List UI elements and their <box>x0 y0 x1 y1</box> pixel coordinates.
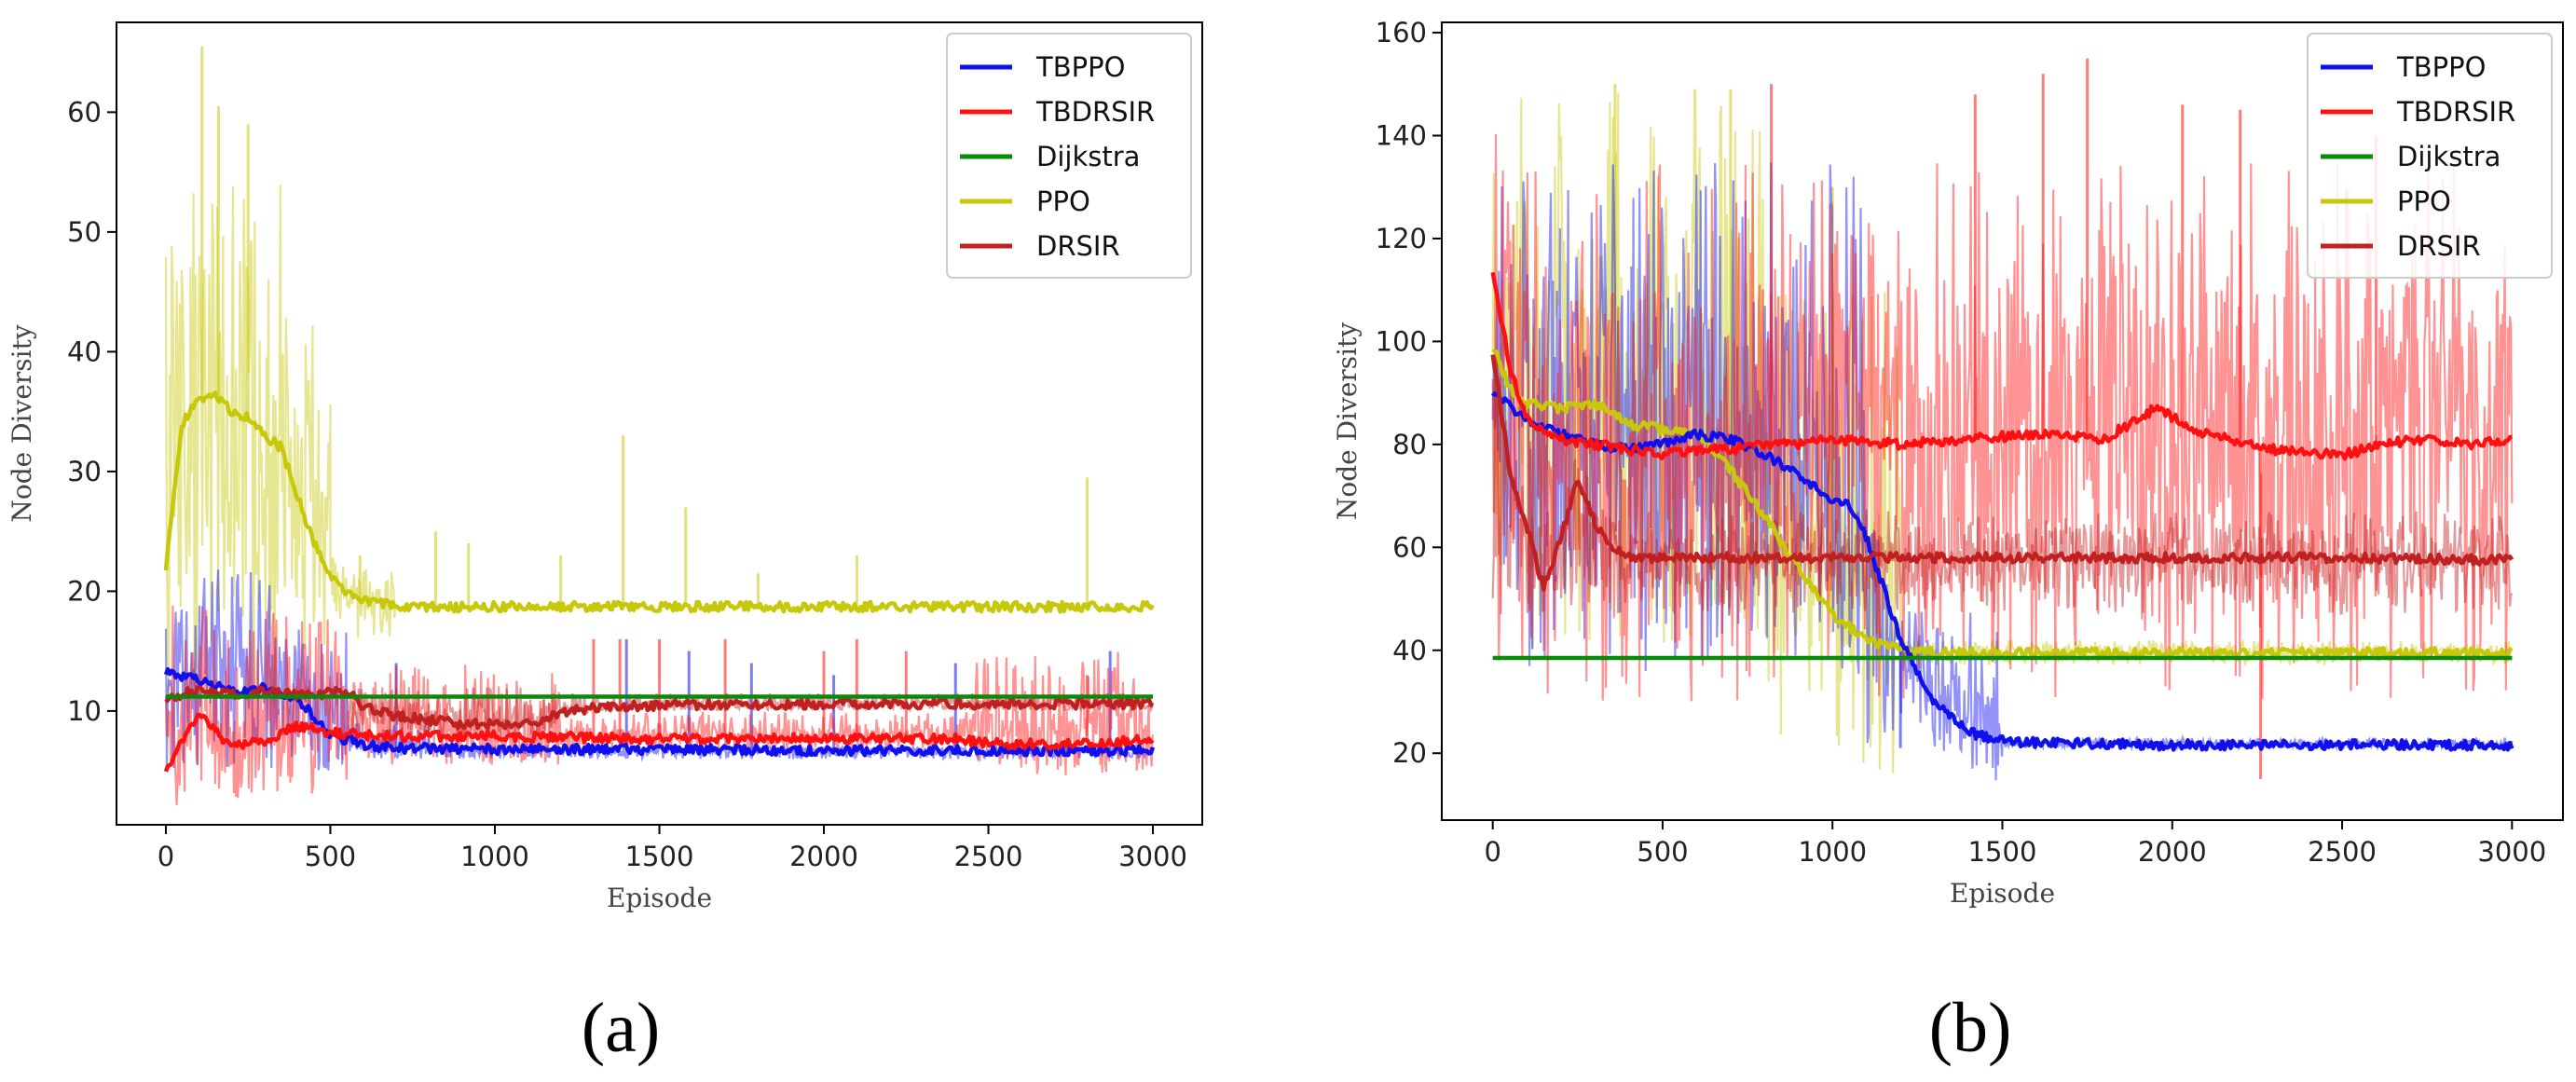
chart-b-xtick-label: 2000 <box>2138 836 2207 868</box>
chart-a-xtick-label: 500 <box>305 841 356 872</box>
chart-panel-a: 0 500 1000 1500 2000 2500 3000 10 20 30 40 50 60 Epis… <box>7 21 1203 1067</box>
chart-b-xtick-label: 0 <box>1484 836 1500 868</box>
chart-b-line-tbdrsir <box>1490 271 2513 461</box>
chart-a-xtick-label: 2000 <box>789 841 858 872</box>
chart-b-ylabel: Node Diversity <box>1332 322 1363 521</box>
chart-b-legend-label-tbdrsir: TBDRSIR <box>2396 96 2515 128</box>
chart-b-legend-box <box>2307 33 2553 279</box>
chart-a-xtick-label: 1500 <box>625 841 694 872</box>
chart-b-svg: 0 500 1000 1500 2000 2500 3000 20 40 60 80 100 120 14… <box>1332 17 2564 909</box>
chart-b-line-tbppo <box>1490 390 2514 752</box>
chart-a-line-tbdrsir <box>163 712 1155 773</box>
chart-a-xtick-label: 1000 <box>460 841 529 872</box>
chart-b-legend: TBPPO TBDRSIR Dijkstra PPO DRSIR <box>2307 33 2553 279</box>
chart-a-line-tbppo <box>163 666 1156 758</box>
chart-a-caption: (a) <box>581 989 661 1067</box>
chart-a-xlabel: Episode <box>607 883 712 913</box>
chart-a-ytick-label: 50 <box>67 216 102 248</box>
chart-b-ytick-label: 160 <box>1376 17 1427 48</box>
chart-a-legend-box <box>946 33 1192 279</box>
chart-b-ytick-label: 20 <box>1392 737 1427 769</box>
chart-b-xtick-label: 500 <box>1637 836 1688 868</box>
chart-b-ytick-label: 140 <box>1376 119 1427 151</box>
chart-a-xtick-label: 0 <box>158 841 174 872</box>
chart-a-line-ppo <box>163 390 1155 614</box>
chart-b-ytick-label: 120 <box>1376 223 1427 254</box>
chart-b-ytick-label: 80 <box>1392 429 1427 460</box>
chart-b-legend-label-dijkstra: Dijkstra <box>2397 141 2501 172</box>
chart-b-legend-label-drsir: DRSIR <box>2397 230 2481 262</box>
chart-b-plot-area <box>1490 58 2514 781</box>
chart-a-svg: 0 500 1000 1500 2000 2500 3000 10 20 30 40 50 60 Epis… <box>7 21 1203 913</box>
chart-b-ytick-label: 100 <box>1376 325 1427 357</box>
chart-b-xlabel: Episode <box>1950 878 2055 909</box>
chart-a-raw-ppo <box>164 185 397 706</box>
chart-a-ytick-label: 10 <box>67 695 102 727</box>
chart-b-ytick-label: 60 <box>1392 531 1427 563</box>
chart-b-caption: (b) <box>1928 989 2012 1067</box>
chart-b-ytick-label: 40 <box>1392 635 1427 666</box>
chart-panel-b: 0 500 1000 1500 2000 2500 3000 20 40 60 80 100 120 14… <box>1288 0 2576 1082</box>
chart-a-ytick-label: 60 <box>67 96 102 128</box>
chart-a-xtick-label: 3000 <box>1118 841 1187 872</box>
chart-b-xtick-label: 1000 <box>1798 836 1867 868</box>
chart-b-xtick-label: 2500 <box>2308 836 2377 868</box>
chart-a-legend: TBPPO TBDRSIR Dijkstra PPO DRSIR <box>946 33 1192 279</box>
chart-a-ylabel: Node Diversity <box>7 324 37 523</box>
chart-b-xtick-label: 1500 <box>1968 836 2037 868</box>
chart-b-legend-label-ppo: PPO <box>2397 185 2451 217</box>
chart-a-ytick-label: 30 <box>67 456 102 487</box>
chart-a-legend-label-dijkstra: Dijkstra <box>1036 141 1140 172</box>
chart-a-plot-area <box>163 46 1156 805</box>
chart-a-legend-label-ppo: PPO <box>1036 185 1090 217</box>
chart-b-xtick-label: 3000 <box>2477 836 2546 868</box>
chart-a-legend-label-tbdrsir: TBDRSIR <box>1035 96 1155 128</box>
chart-a-legend-label-tbppo: TBPPO <box>1035 51 1125 83</box>
chart-a-xtick-label: 2500 <box>954 841 1023 872</box>
chart-a-ytick-label: 20 <box>67 575 102 607</box>
chart-b-legend-label-tbppo: TBPPO <box>2396 51 2486 83</box>
chart-b-line-drsir <box>1490 354 2514 592</box>
chart-a-line-drsir <box>164 685 1155 731</box>
chart-a-ytick-label: 40 <box>67 336 102 367</box>
chart-a-legend-label-drsir: DRSIR <box>1036 230 1120 262</box>
